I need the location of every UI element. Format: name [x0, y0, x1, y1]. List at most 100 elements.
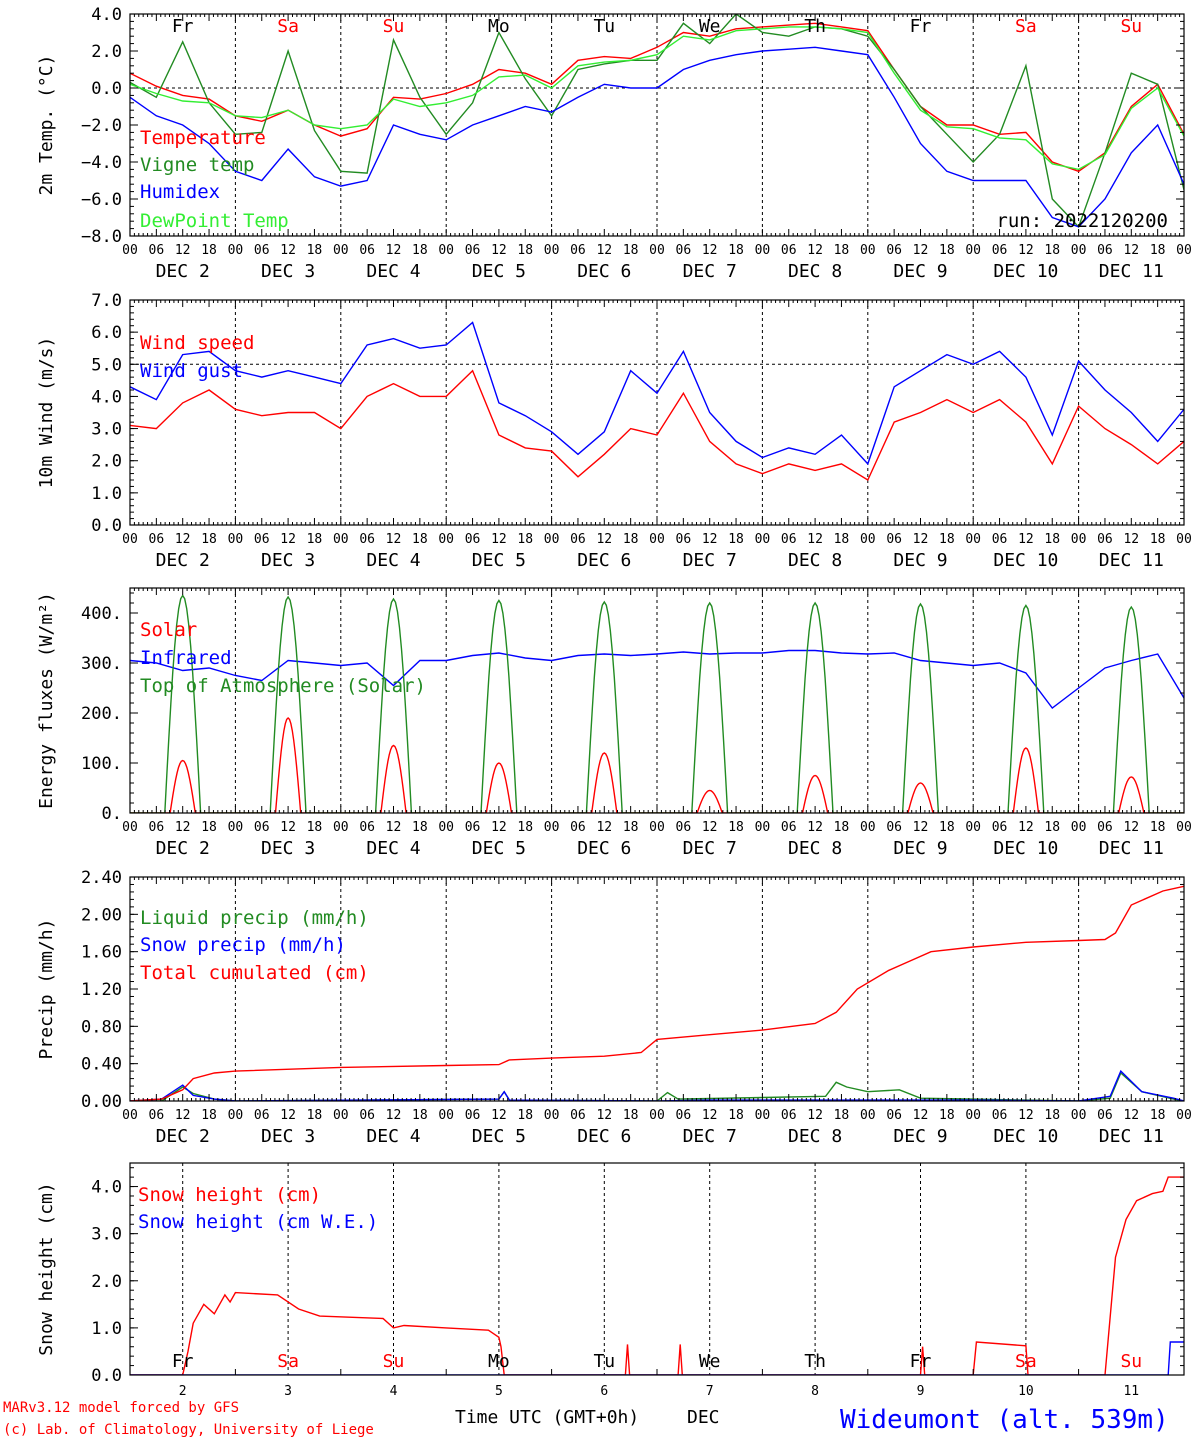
hour-tick-label: 18 — [307, 532, 323, 547]
hour-tick-label: 06 — [570, 820, 586, 835]
day-number-label: 4 — [390, 1384, 398, 1399]
date-label: DEC 5 — [472, 1126, 526, 1147]
hour-tick-label: 12 — [175, 1108, 191, 1123]
hour-tick-label: 06 — [359, 243, 375, 258]
x-axis-title: Time UTC (GMT+0h) — [455, 1407, 639, 1428]
date-label: DEC 9 — [893, 1126, 947, 1147]
hour-tick-label: 06 — [676, 820, 692, 835]
weekday-label: Fr — [910, 16, 932, 37]
hour-tick-label: 06 — [570, 532, 586, 547]
hour-tick-label: 00 — [860, 820, 876, 835]
date-label: DEC 6 — [577, 838, 631, 859]
hour-tick-label: 18 — [834, 532, 850, 547]
hour-tick-label: 06 — [465, 1108, 481, 1123]
hour-tick-label: 18 — [623, 243, 639, 258]
hour-tick-label: 06 — [886, 1108, 902, 1123]
y-axis-title: 10m Wind (m/s) — [36, 337, 57, 489]
hour-tick-label: 00 — [1071, 820, 1087, 835]
date-label: DEC 9 — [893, 261, 947, 282]
hour-tick-label: 00 — [333, 820, 349, 835]
hour-tick-label: 06 — [254, 1108, 270, 1123]
y-tick-label: 0.80 — [81, 1017, 122, 1037]
legend-entry: Snow height (cm) — [138, 1184, 321, 1206]
hour-tick-label: 18 — [1044, 1108, 1060, 1123]
hour-tick-label: 06 — [781, 532, 797, 547]
weekday-label: We — [699, 1351, 721, 1372]
hour-tick-label: 18 — [623, 1108, 639, 1123]
date-label: DEC 10 — [993, 838, 1058, 859]
date-label: DEC 10 — [993, 550, 1058, 571]
hour-tick-label: 18 — [201, 243, 217, 258]
y-tick-label: 100. — [81, 754, 122, 774]
hour-tick-label: 18 — [939, 820, 955, 835]
hour-tick-label: 18 — [517, 243, 533, 258]
y-tick-label: −4.0 — [81, 153, 122, 173]
hour-tick-label: 06 — [676, 532, 692, 547]
weekday-label: Th — [804, 1351, 826, 1372]
date-label: DEC 3 — [261, 1126, 315, 1147]
weekday-label: Fr — [172, 1351, 194, 1372]
panel-5: 2 3 4 5 6 7 8 9 10 11 Fr Sa Su Mo Tu We Th Fr Sa Su 4.0 3.0 2.… — [36, 1162, 1185, 1399]
day-number-label: 3 — [284, 1384, 292, 1399]
hour-tick-label: 12 — [596, 243, 612, 258]
hour-tick-label: 06 — [1097, 243, 1113, 258]
legend-entry: DewPoint Temp — [140, 210, 289, 232]
y-tick-label: −2.0 — [81, 116, 122, 136]
weekday-label: Tu — [593, 1351, 615, 1372]
y-tick-label: 0.0 — [91, 1366, 122, 1386]
date-label: DEC 6 — [577, 550, 631, 571]
date-label: DEC 6 — [577, 261, 631, 282]
y-tick-label: 7.0 — [91, 291, 122, 311]
weekday-label: Mo — [488, 16, 510, 37]
hour-tick-label: 18 — [728, 243, 744, 258]
hour-tick-label: 00 — [965, 243, 981, 258]
y-tick-label: 2.0 — [91, 452, 122, 472]
hour-tick-label: 12 — [175, 820, 191, 835]
hour-tick-label: 00 — [333, 1108, 349, 1123]
hour-tick-label: 06 — [886, 532, 902, 547]
hour-tick-label: 00 — [1176, 243, 1192, 258]
y-tick-label: 0.0 — [91, 79, 122, 99]
hour-tick-label: 06 — [992, 532, 1008, 547]
date-label: DEC 3 — [261, 261, 315, 282]
panel-4: 00 06 12 18 00 06 12 18 00 06 12 18 00 06 12 18 00 06 12 18… — [36, 868, 1192, 1147]
hour-tick-label: 12 — [1018, 1108, 1034, 1123]
hour-tick-label: 00 — [544, 532, 560, 547]
hour-tick-label: 18 — [517, 532, 533, 547]
hour-tick-label: 18 — [834, 820, 850, 835]
panels: 00 06 12 18 00 06 12 18 00 06 12 18 00 06 12 18 00 06 12 18… — [36, 5, 1192, 1399]
date-label: DEC 2 — [156, 550, 210, 571]
hour-tick-label: 12 — [807, 243, 823, 258]
hour-tick-label: 00 — [122, 1108, 138, 1123]
hour-tick-label: 06 — [781, 243, 797, 258]
hour-tick-label: 06 — [465, 243, 481, 258]
series-group — [130, 321, 1184, 482]
hour-tick-label: 12 — [491, 532, 507, 547]
y-tick-label: 400. — [81, 604, 122, 624]
series-line-infrared — [130, 649, 1184, 709]
date-label: DEC 5 — [472, 550, 526, 571]
date-label: DEC 7 — [683, 550, 737, 571]
legend-entry: Vigne temp — [140, 154, 254, 176]
series-line-snow-height-cm- — [130, 1176, 1184, 1375]
hour-tick-label: 12 — [702, 1108, 718, 1123]
hour-tick-label: 18 — [728, 820, 744, 835]
hour-tick-label: 12 — [1018, 532, 1034, 547]
legend-entry: Snow height (cm W.E.) — [138, 1211, 378, 1233]
hour-tick-label: 18 — [412, 532, 428, 547]
hour-tick-label: 06 — [570, 243, 586, 258]
hour-tick-label: 18 — [1044, 243, 1060, 258]
hour-tick-label: 12 — [1018, 820, 1034, 835]
hour-tick-label: 00 — [1176, 820, 1192, 835]
date-label: DEC 8 — [788, 550, 842, 571]
legend-entry: Wind gust — [140, 360, 243, 382]
hour-tick-label: 06 — [781, 1108, 797, 1123]
hour-tick-label: 18 — [834, 243, 850, 258]
date-label: DEC 7 — [683, 838, 737, 859]
hour-tick-label: 00 — [228, 532, 244, 547]
panel-1: 00 06 12 18 00 06 12 18 00 06 12 18 00 06 12 18 00 06 12 18… — [36, 5, 1192, 282]
model-credit: MARv3.12 model forced by GFS — [3, 1400, 239, 1416]
hour-tick-label: 00 — [122, 243, 138, 258]
weekday-label: Mo — [488, 1351, 510, 1372]
hour-tick-label: 12 — [175, 532, 191, 547]
